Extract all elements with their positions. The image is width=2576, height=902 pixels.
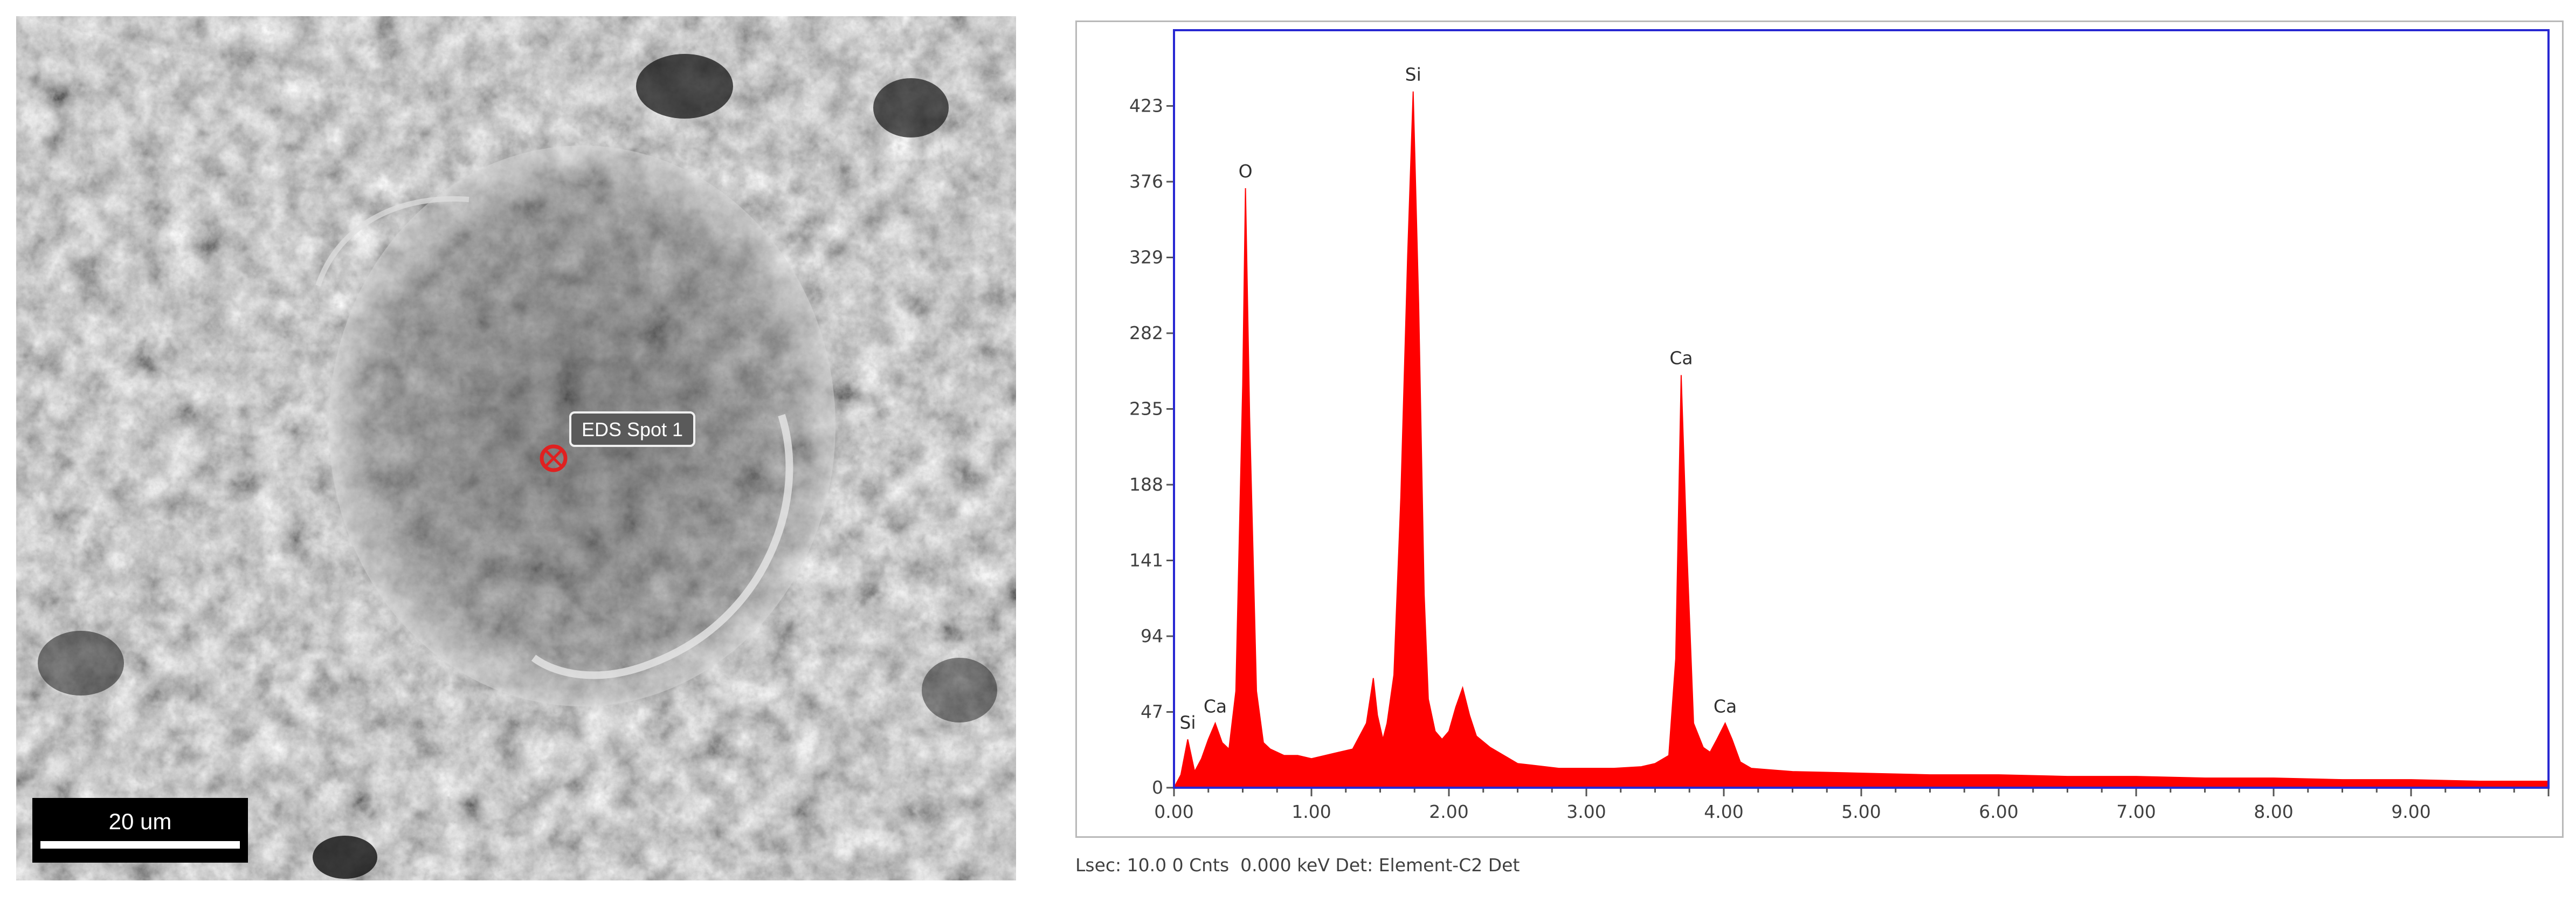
eds-spectrum-panel: 0 47 94 141 188 235 282 329 376 423 0.00 1.00 2.00 3…: [1075, 20, 2564, 838]
x-axis: 0.00 1.00 2.00 3.00 4.00 5.00 6.00 7.00 8.00 9.00: [1154, 788, 2550, 822]
peak-label: Ca: [1714, 696, 1737, 717]
y-tick-label: 0: [1152, 777, 1163, 798]
peak-label: Ca: [1204, 696, 1227, 717]
x-tick-label: 0.00: [1154, 801, 1193, 822]
x-tick-label: 5.00: [1841, 801, 1881, 822]
x-tick-label: 1.00: [1292, 801, 1331, 822]
y-tick-label: 376: [1129, 171, 1163, 192]
x-tick-label: 2.00: [1429, 801, 1468, 822]
x-tick-label: 6.00: [1979, 801, 2018, 822]
peak-label: Ca: [1669, 348, 1693, 369]
spectrum-series: [1173, 91, 2549, 788]
y-tick-label: 282: [1129, 322, 1163, 343]
x-tick-label: 9.00: [2391, 801, 2430, 822]
x-tick-label: 4.00: [1704, 801, 1743, 822]
peak-label: Si: [1179, 712, 1196, 733]
y-tick-label: 94: [1141, 625, 1163, 646]
sem-image: EDS Spot 1 20 um: [16, 16, 1016, 880]
y-tick-label: 188: [1129, 474, 1163, 495]
eds-spot-label: EDS Spot 1: [569, 411, 695, 447]
eds-spectrum-chart: 0 47 94 141 188 235 282 329 376 423 0.00 1.00 2.00 3…: [1129, 29, 2550, 822]
peak-label: O: [1239, 161, 1253, 182]
y-tick-label: 423: [1129, 95, 1163, 116]
y-axis: 0 47 94 141 188 235 282 329 376 423: [1129, 95, 1174, 798]
eds-spot-marker: [540, 444, 568, 472]
plot-frame: [1173, 29, 2550, 789]
spectrum-area: [1173, 91, 2549, 788]
y-tick-label: 235: [1129, 398, 1163, 419]
scale-bar: 20 um: [32, 798, 248, 863]
x-tick-label: 7.00: [2116, 801, 2156, 822]
scale-bar-label: 20 um: [109, 809, 172, 834]
peak-labels: Si Ca O Si Ca Ca: [1179, 64, 1737, 733]
y-tick-label: 47: [1141, 701, 1163, 722]
x-tick-label: 3.00: [1566, 801, 1606, 822]
y-tick-label: 329: [1129, 247, 1163, 268]
x-tick-label: 8.00: [2254, 801, 2293, 822]
eds-spot-label-text: EDS Spot 1: [582, 418, 683, 440]
y-tick-label: 141: [1129, 550, 1163, 571]
status-line: Lsec: 10.0 0 Cnts 0.000 keV Det: Element…: [1075, 855, 1520, 876]
sem-micrograph: EDS Spot 1 20 um: [16, 16, 1016, 880]
peak-label: Si: [1405, 64, 1421, 85]
